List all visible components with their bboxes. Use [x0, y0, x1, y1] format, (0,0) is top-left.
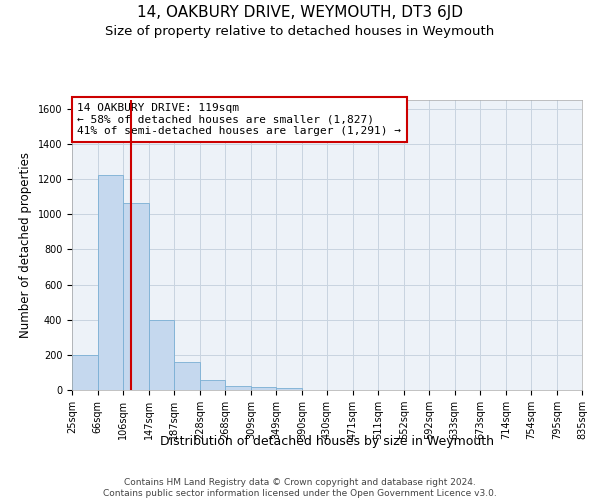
Text: 14, OAKBURY DRIVE, WEYMOUTH, DT3 6JD: 14, OAKBURY DRIVE, WEYMOUTH, DT3 6JD: [137, 5, 463, 20]
Bar: [200, 380, 225, 390]
Bar: [72, 355, 98, 390]
Bar: [98, 174, 123, 390]
Bar: [174, 362, 200, 390]
Text: Distribution of detached houses by size in Weymouth: Distribution of detached houses by size …: [160, 435, 494, 448]
Text: Size of property relative to detached houses in Weymouth: Size of property relative to detached ho…: [106, 25, 494, 38]
Text: Contains HM Land Registry data © Crown copyright and database right 2024.
Contai: Contains HM Land Registry data © Crown c…: [103, 478, 497, 498]
Bar: [276, 388, 302, 390]
Y-axis label: Number of detached properties: Number of detached properties: [19, 152, 32, 338]
Bar: [225, 386, 251, 390]
Bar: [123, 203, 149, 390]
Text: 14 OAKBURY DRIVE: 119sqm
← 58% of detached houses are smaller (1,827)
41% of sem: 14 OAKBURY DRIVE: 119sqm ← 58% of detach…: [77, 103, 401, 136]
Bar: [149, 320, 174, 390]
Bar: [251, 388, 276, 390]
